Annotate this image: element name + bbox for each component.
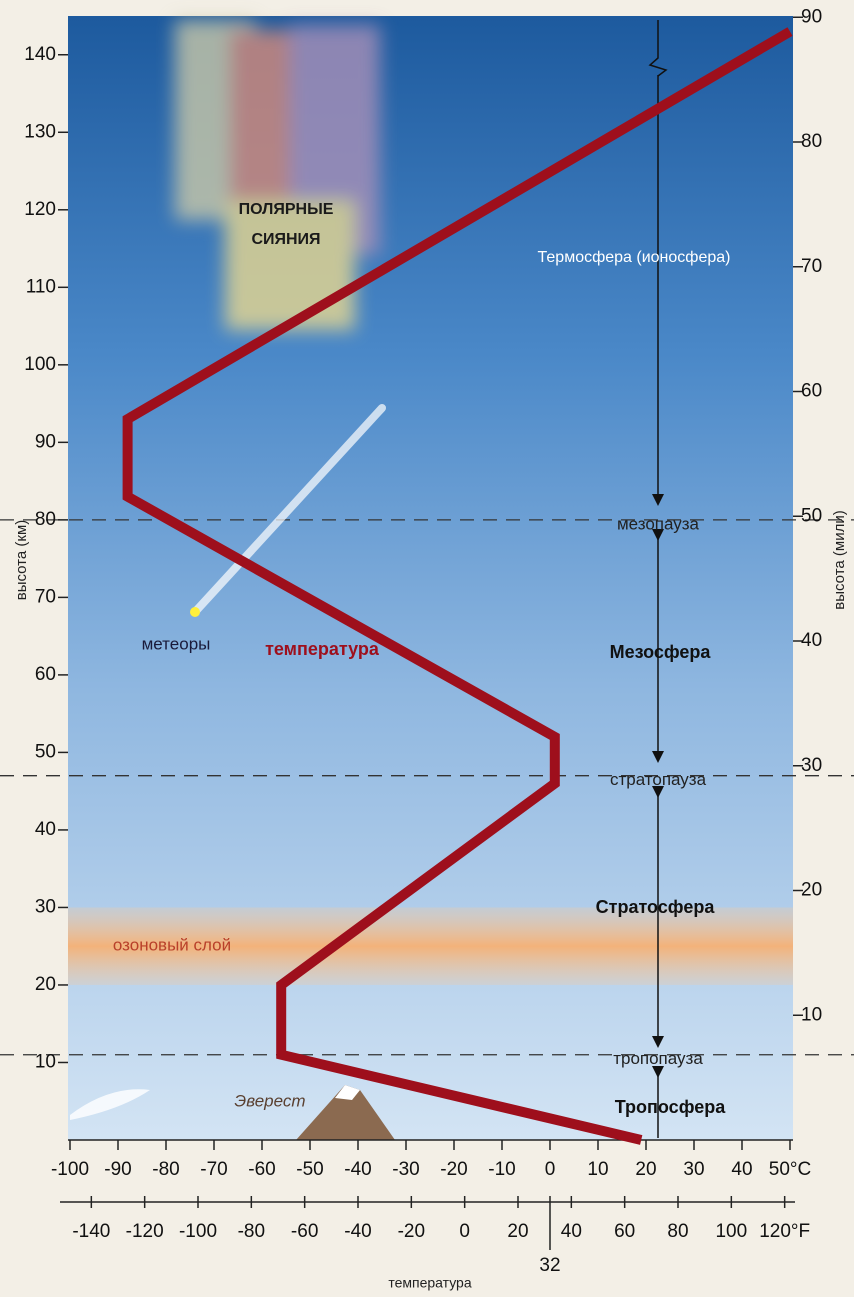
x2-tick-label: -120 xyxy=(126,1221,164,1242)
x-tick-label: -60 xyxy=(248,1159,275,1180)
x-tick-label: 10 xyxy=(587,1159,608,1180)
y-tick-label: 60 xyxy=(35,664,56,685)
x-tick-label: 30 xyxy=(683,1159,704,1180)
layer-name: Тропосфера xyxy=(615,1097,726,1117)
ozone-label: озоновый слой xyxy=(113,936,231,955)
y2-tick-label: 70 xyxy=(801,256,822,277)
y-tick-label: 120 xyxy=(24,199,56,220)
x2-tick-label: -40 xyxy=(344,1221,371,1242)
layer-name: Термосфера (ионосфера) xyxy=(538,249,731,266)
y2-tick-label: 20 xyxy=(801,880,822,901)
x-tick-label: -80 xyxy=(152,1159,179,1180)
aurora-label: ПОЛЯРНЫЕ xyxy=(239,201,334,218)
x-tick-label: -100 xyxy=(51,1159,89,1180)
aurora-label: СИЯНИЯ xyxy=(251,231,320,248)
y2-tick-label: 10 xyxy=(801,1004,822,1025)
y-tick-label: 30 xyxy=(35,896,56,917)
y2-tick-label: 60 xyxy=(801,381,822,402)
x-tick-label: 0 xyxy=(545,1159,556,1180)
y-tick-label: 80 xyxy=(35,509,56,530)
everest-snow xyxy=(335,1085,360,1100)
x2-tick-label: 100 xyxy=(715,1221,747,1242)
y2-axis-label: высота (мили) xyxy=(831,510,848,609)
x-tick-label: -90 xyxy=(104,1159,131,1180)
meteor-head xyxy=(190,607,200,617)
y2-tick-label: 90 xyxy=(801,6,822,27)
x2-tick-label: 120°F xyxy=(759,1221,810,1242)
layer-name: Мезосфера xyxy=(610,642,712,662)
x-tick-label: -50 xyxy=(296,1159,323,1180)
layer-name: Стратосфера xyxy=(596,897,716,917)
everest-label: Эверест xyxy=(234,1091,305,1110)
x2-tick-label: 0 xyxy=(459,1221,470,1242)
y2-tick-label: 80 xyxy=(801,131,822,152)
x-tick-label: -10 xyxy=(488,1159,515,1180)
x2-tick-label: 20 xyxy=(507,1221,528,1242)
cloud xyxy=(70,1089,150,1120)
y-tick-label: 40 xyxy=(35,819,56,840)
meteors-label: метеоры xyxy=(142,634,211,653)
x2-tick-label: 40 xyxy=(561,1221,582,1242)
y-tick-label: 100 xyxy=(24,354,56,375)
x-tick-label: 20 xyxy=(635,1159,656,1180)
x2-tick-label: -20 xyxy=(398,1221,425,1242)
x-tick-label: 40 xyxy=(731,1159,752,1180)
y2-tick-label: 40 xyxy=(801,630,822,651)
y-tick-label: 110 xyxy=(26,276,56,297)
boundary-label: мезопауза xyxy=(617,514,700,533)
y-axis-label: высота (км) xyxy=(13,520,30,601)
x-tick-label: -40 xyxy=(344,1159,371,1180)
x-tick-label: -30 xyxy=(392,1159,419,1180)
everest xyxy=(296,1085,395,1140)
x2-tick-label: 80 xyxy=(667,1221,688,1242)
x2-tick-label: -60 xyxy=(291,1221,318,1242)
ozone-band xyxy=(68,907,793,985)
x-tick-label: -70 xyxy=(200,1159,227,1180)
meteor xyxy=(191,404,386,616)
layer-arrows xyxy=(648,20,668,1138)
y-tick-label: 140 xyxy=(24,44,56,65)
aurora xyxy=(175,20,380,330)
boundary-label: тропопауза xyxy=(613,1049,703,1068)
y2-tick-label: 30 xyxy=(801,755,822,776)
x2-tick-label: -100 xyxy=(179,1221,217,1242)
y-tick-label: 70 xyxy=(35,586,56,607)
x-tick-label: 50°C xyxy=(769,1159,811,1180)
x-tick-label: -20 xyxy=(440,1159,467,1180)
y-tick-label: 20 xyxy=(35,974,56,995)
series-label: температура xyxy=(265,639,380,659)
x-axis-label: температура xyxy=(388,1275,471,1291)
y-tick-label: 10 xyxy=(35,1051,56,1072)
x2-tick-label: 32 xyxy=(539,1255,560,1276)
temperature-line xyxy=(122,27,793,1145)
under-layer: озоновый слой xyxy=(0,519,854,1056)
y-tick-label: 50 xyxy=(35,741,56,762)
y-tick-label: 90 xyxy=(35,431,56,452)
x2-tick-label: -80 xyxy=(238,1221,265,1242)
y-tick-label: 130 xyxy=(24,121,56,142)
boundary-label: стратопауза xyxy=(610,770,707,789)
x2-tick-label: 60 xyxy=(614,1221,635,1242)
x2-tick-label: -140 xyxy=(72,1221,110,1242)
y2-tick-label: 50 xyxy=(801,505,822,526)
